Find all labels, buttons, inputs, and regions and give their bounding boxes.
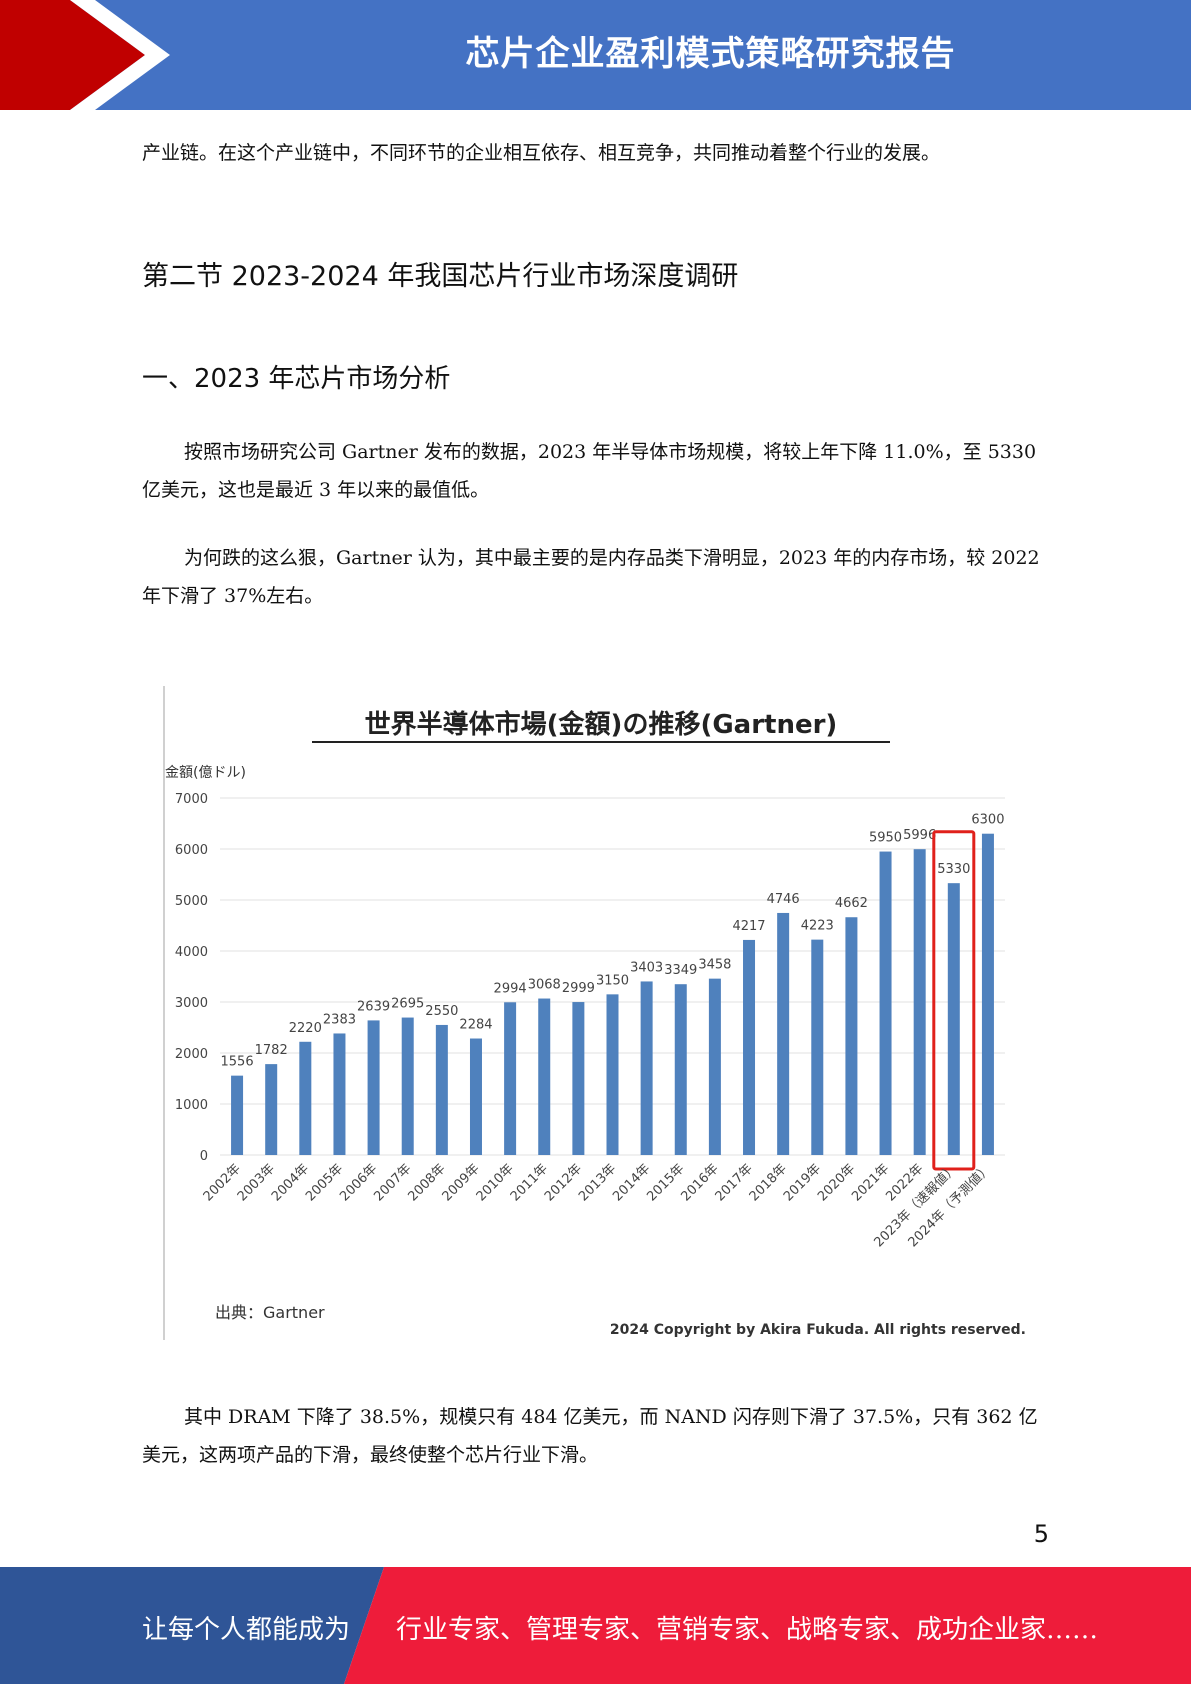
y-tick-label: 1000 (175, 1098, 208, 1113)
bar (469, 1038, 482, 1155)
x-tick-label: 2021年 (849, 1161, 892, 1204)
bar (367, 1020, 380, 1155)
x-tick-label: 2010年 (474, 1161, 517, 1204)
data-label: 5950 (869, 831, 902, 846)
data-label: 2999 (562, 981, 595, 996)
data-label: 5330 (937, 862, 970, 877)
y-tick-label: 0 (200, 1149, 208, 1164)
bar (572, 1002, 585, 1155)
x-tick-label: 2002年 (201, 1161, 244, 1204)
bar (299, 1041, 312, 1155)
data-label: 4662 (835, 896, 868, 911)
subsection-heading: 一、2023 年芯片市场分析 (142, 364, 451, 394)
footer-slogan-right: 行业专家、管理专家、营销专家、战略专家、成功企业家…… (396, 1615, 1099, 1645)
data-label: 2550 (425, 1004, 458, 1019)
bar (265, 1064, 278, 1155)
bar (435, 1024, 448, 1155)
chart-y-axis-label: 金額(億ドル) (165, 765, 246, 781)
y-tick-label: 2000 (175, 1047, 208, 1062)
y-tick-label: 7000 (175, 792, 208, 807)
x-tick-label: 2014年 (610, 1161, 653, 1204)
highlight-box (932, 830, 976, 1171)
page-footer: 让每个人都能成为 行业专家、管理专家、营销专家、战略专家、成功企业家…… (0, 1567, 1191, 1684)
page-number: 5 (1033, 1520, 1049, 1548)
section-heading: 第二节 2023-2024 年我国芯片行业市场深度调研 (142, 261, 739, 292)
bar (777, 912, 790, 1155)
y-tick-label: 3000 (175, 996, 208, 1011)
intro-paragraph: 产业链。在这个产业链中，不同环节的企业相互依存、相互竞争，共同推动着整个行业的发… (142, 142, 941, 164)
data-label: 5996 (903, 828, 936, 843)
data-label: 4217 (732, 919, 765, 934)
bar (538, 998, 551, 1155)
chart-copyright: 2024 Copyright by Akira Fukuda. All righ… (610, 1322, 1026, 1338)
footer-slogan-left: 让每个人都能成为 (142, 1615, 351, 1645)
bar (913, 849, 926, 1155)
bar (947, 883, 960, 1155)
data-label: 1782 (255, 1043, 288, 1058)
header-arrow-decoration (0, 0, 170, 110)
data-label: 2695 (391, 997, 424, 1012)
data-label: 1556 (221, 1055, 254, 1070)
y-tick-label: 6000 (175, 843, 208, 858)
bar (743, 939, 756, 1155)
chart-source: 出典：Gartner (215, 1303, 325, 1322)
bar (504, 1002, 517, 1155)
x-tick-label: 2011年 (508, 1161, 551, 1204)
x-tick-label: 2016年 (679, 1161, 722, 1204)
bar (879, 851, 892, 1155)
data-label: 2284 (459, 1018, 492, 1033)
data-label: 2383 (323, 1012, 356, 1027)
x-tick-label: 2018年 (747, 1161, 790, 1204)
data-label: 3068 (528, 978, 561, 993)
data-label: 4223 (801, 919, 834, 934)
data-label: 3403 (630, 960, 663, 975)
data-label: 2639 (357, 999, 390, 1014)
chart-figure: 世界半導体市場(金額)の推移(Gartner) 金額(億ドル) 0 1000 200… (160, 650, 1030, 1340)
bar-chart: 世界半導体市場(金額)の推移(Gartner) 金額(億ドル) 0 1000 200… (163, 686, 1026, 1340)
bar (606, 994, 619, 1155)
data-label: 2220 (289, 1021, 322, 1036)
x-tick-label: 2008年 (405, 1161, 448, 1204)
bar (708, 978, 721, 1155)
bar (401, 1017, 414, 1155)
paragraph-memory-decline: 为何跌的这么狠，Gartner 认为，其中最主要的是内存品类下滑明显，2023 … (142, 547, 1040, 607)
x-tick-label: 2013年 (576, 1161, 619, 1204)
data-label: 6300 (971, 813, 1004, 828)
bar (811, 939, 824, 1155)
x-tick-label: 2020年 (815, 1161, 858, 1204)
data-label: 4746 (767, 892, 800, 907)
bar (981, 833, 994, 1155)
paragraph-gartner-data: 按照市场研究公司 Gartner 发布的数据，2023 年半导体市场规模，将较上… (142, 441, 1037, 501)
x-tick-label: 2003年 (235, 1161, 278, 1204)
chart-title: 世界半導体市場(金額)の推移(Gartner) (365, 709, 838, 740)
x-tick-label: 2017年 (713, 1161, 756, 1204)
data-label: 2994 (494, 981, 527, 996)
paragraph-dram-nand: 其中 DRAM 下降了 38.5%，规模只有 484 亿美元，而 NAND 闪存… (142, 1406, 1038, 1466)
x-tick-label: 2004年 (269, 1161, 312, 1204)
page-header: 芯片企业盈利模式策略研究报告 (0, 0, 1191, 110)
bar (674, 984, 687, 1155)
data-label: 3150 (596, 973, 629, 988)
x-tick-label: 2009年 (440, 1161, 483, 1204)
y-tick-label: 5000 (175, 894, 208, 909)
x-tick-label: 2007年 (371, 1161, 414, 1204)
x-tick-label: 2015年 (644, 1161, 687, 1204)
bar (845, 917, 858, 1155)
x-tick-label: 2012年 (542, 1161, 585, 1204)
data-label: 3349 (664, 963, 697, 978)
x-tick-label: 2019年 (781, 1161, 824, 1204)
bar (640, 981, 653, 1155)
bar (333, 1033, 346, 1155)
header-title: 芯片企业盈利模式策略研究报告 (465, 34, 956, 74)
x-tick-label: 2006年 (337, 1161, 380, 1204)
data-label: 3458 (698, 958, 731, 973)
bar (231, 1075, 244, 1155)
footer-background (0, 1567, 1191, 1684)
y-tick-label: 4000 (175, 945, 208, 960)
x-tick-label: 2005年 (303, 1161, 346, 1204)
